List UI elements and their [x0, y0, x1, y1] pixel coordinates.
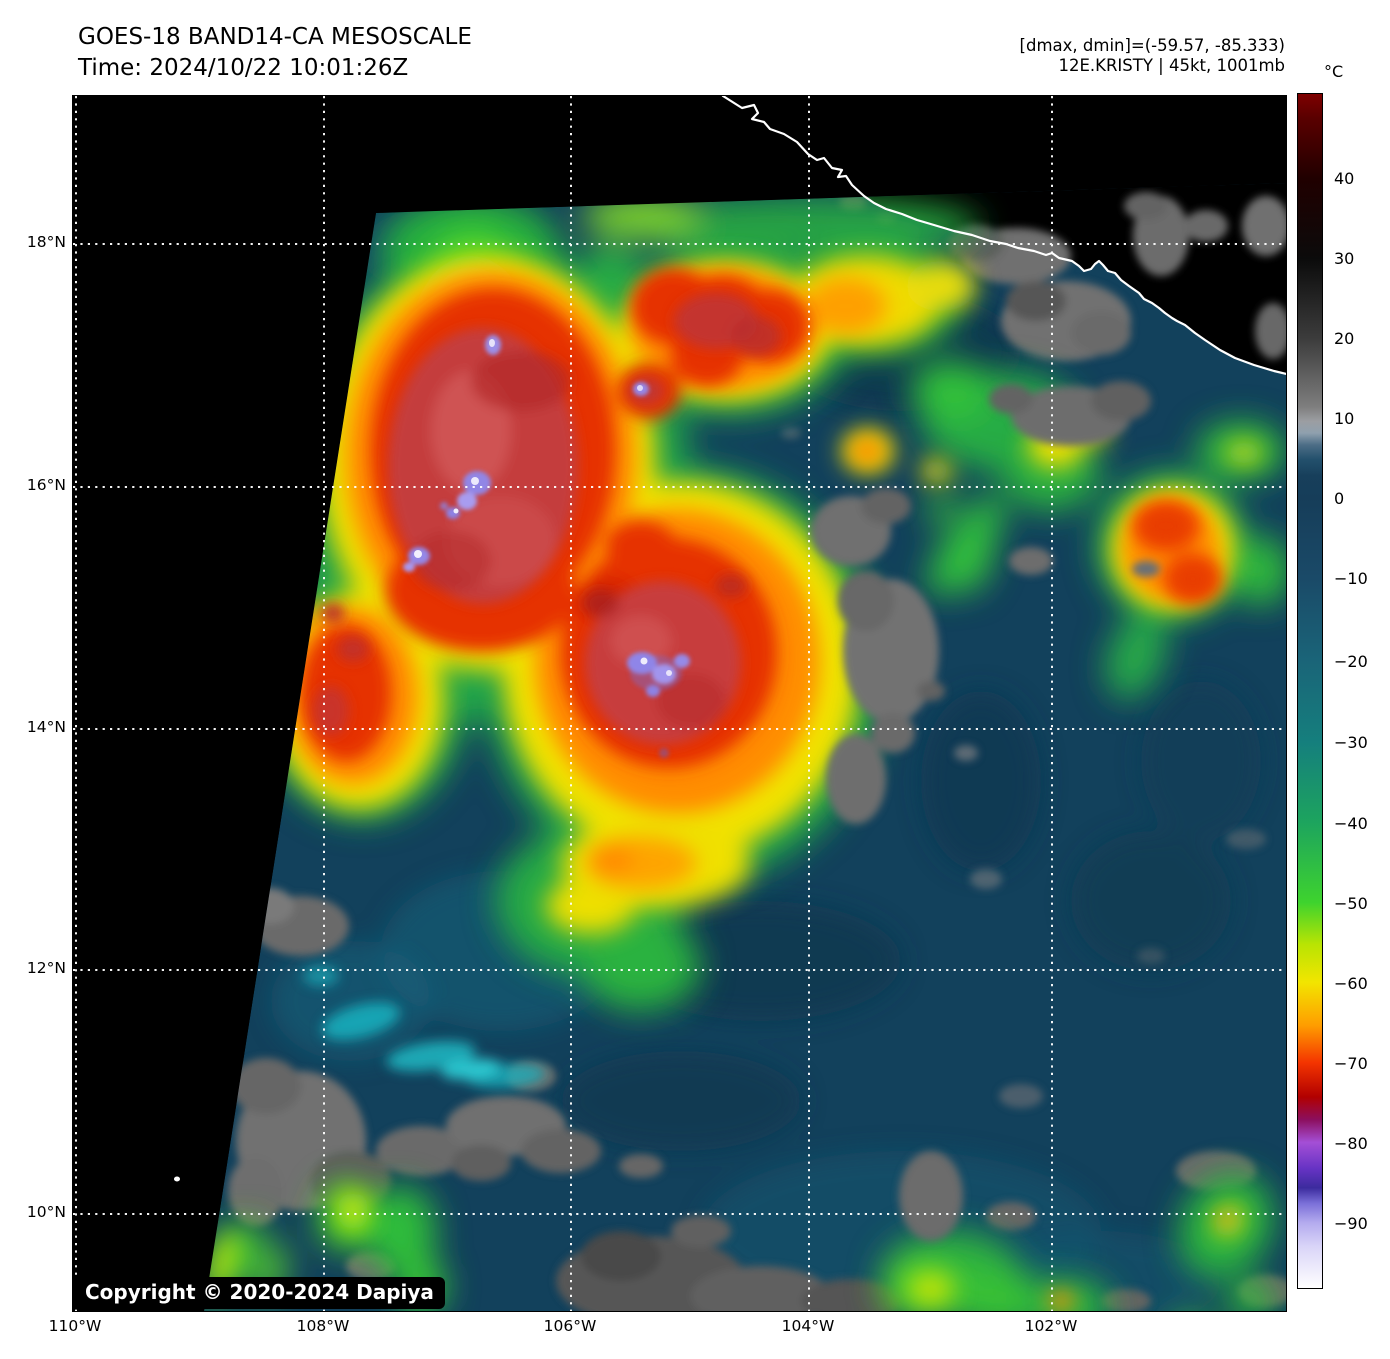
- lon-label: 108°W: [296, 1317, 350, 1335]
- lat-label: 12°N: [26, 959, 66, 977]
- copyright-watermark: Copyright © 2020-2024 Dapiya: [74, 1277, 445, 1309]
- colorbar-tick: 40: [1334, 169, 1355, 188]
- colorbar-tick: 20: [1334, 329, 1355, 348]
- dmax-dmin-readout: [dmax, dmin]=(-59.57, -85.333): [1019, 36, 1285, 55]
- colorbar-tick: −10: [1334, 569, 1368, 588]
- colorbar-tick: −70: [1334, 1054, 1368, 1073]
- lat-label: 18°N: [26, 233, 66, 251]
- coastline: [721, 96, 1286, 375]
- low-clouds-foreground: [811, 381, 1160, 1241]
- page-title: GOES-18 BAND14-CA MESOSCALE: [78, 24, 472, 50]
- satellite-image: [73, 96, 1286, 1311]
- temperature-colorbar: [1297, 93, 1323, 1289]
- timestamp: Time: 2024/10/22 10:01:26Z: [78, 55, 409, 81]
- lon-label: 110°W: [48, 1317, 102, 1335]
- colorbar-tick: −60: [1334, 974, 1368, 993]
- storm-status: 12E.KRISTY | 45kt, 1001mb: [1058, 56, 1285, 75]
- overshooting-top-cores: [414, 339, 672, 676]
- header-right: [dmax, dmin]=(-59.57, -85.333) 12E.KRIST…: [1020, 36, 1285, 76]
- colorbar-tick: 10: [1334, 409, 1355, 428]
- colorbar-tick: −30: [1334, 733, 1368, 752]
- lat-label: 10°N: [26, 1203, 66, 1221]
- lat-label: 14°N: [26, 718, 66, 736]
- colorbar-tick: −20: [1334, 652, 1368, 671]
- low-clouds: [228, 192, 1286, 1311]
- latlon-grid: [73, 96, 1286, 1311]
- data-swath: [204, 183, 1286, 1311]
- cold-cloud-core: [313, 293, 1209, 745]
- colorbar-tick: 0: [1334, 489, 1345, 508]
- lon-label: 104°W: [781, 1317, 835, 1335]
- lon-label: 106°W: [543, 1317, 597, 1335]
- header-left: GOES-18 BAND14-CA MESOSCALE Time: 2024/1…: [78, 22, 472, 84]
- bright-pixel-artifact: [174, 1176, 180, 1182]
- lon-label: 102°W: [1024, 1317, 1078, 1335]
- colorbar-unit-label: °C: [1324, 62, 1344, 81]
- colorbar-tick: −80: [1334, 1134, 1368, 1153]
- colorbar-tick: −40: [1334, 814, 1368, 833]
- colorbar-tick: −90: [1334, 1214, 1368, 1233]
- cyan-cloud-streaks: [303, 966, 546, 1089]
- satellite-map: [72, 95, 1287, 1312]
- colorbar-tick: 30: [1334, 249, 1355, 268]
- lat-label: 16°N: [26, 476, 66, 494]
- colorbar-tick: −50: [1334, 894, 1368, 913]
